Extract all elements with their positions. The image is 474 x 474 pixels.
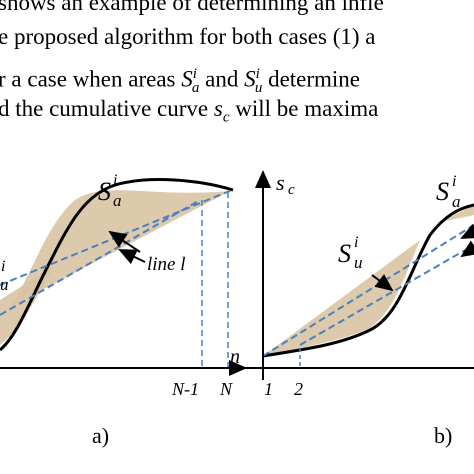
paper-text-line-2: e proposed algorithm for both cases (1) … bbox=[0, 24, 376, 49]
label-Su-b-sup: i bbox=[354, 234, 358, 251]
label-Su-b: S bbox=[338, 239, 351, 268]
tick-label-N: N bbox=[219, 379, 233, 399]
label-Sa-b-sub: a bbox=[452, 192, 461, 211]
label-Su-b-sub: u bbox=[354, 253, 363, 272]
caption-b: b) bbox=[434, 423, 452, 448]
dashed-line-l-lower bbox=[0, 199, 201, 316]
label-Su-a-sub: u bbox=[0, 275, 9, 294]
arrow-Su-b bbox=[371, 274, 394, 292]
area-fill-a bbox=[0, 190, 230, 315]
caption-a: a) bbox=[92, 423, 109, 448]
label-Sa-b: S bbox=[436, 177, 449, 206]
curve-b bbox=[262, 203, 474, 358]
axis-label-sc: s bbox=[276, 170, 285, 195]
label-Sa-a: S bbox=[98, 177, 111, 206]
paper-text-line-4: d the cumulative curve sc will be maxima bbox=[0, 96, 379, 126]
paper-text-line-1: shows an example of determining an infle bbox=[0, 0, 384, 15]
paper-text-line-3: r a case when areas Sia and Siu determin… bbox=[0, 66, 361, 97]
label-Su-a-sup: i bbox=[1, 258, 5, 275]
label-Sa-a-sup: i bbox=[113, 172, 117, 189]
arrow-line-l-2 bbox=[118, 249, 146, 265]
dashed-line-b-1 bbox=[262, 224, 474, 357]
figure-a: S i a i u line l n N-1 N a) bbox=[0, 172, 247, 448]
arrow-right-2 bbox=[460, 240, 474, 258]
label-line-l: line l bbox=[147, 254, 186, 275]
tick-label-1: 1 bbox=[264, 379, 273, 399]
tick-label-N1: N-1 bbox=[171, 379, 199, 399]
tick-label-2: 2 bbox=[294, 379, 303, 399]
label-Sa-b-sup: i bbox=[452, 173, 456, 190]
arrow-right-1 bbox=[460, 223, 474, 239]
figure-b: s c S i u S i a 1 2 b) bbox=[245, 170, 474, 448]
curve-a bbox=[0, 178, 234, 352]
axis-label-sc-sub: c bbox=[288, 182, 295, 198]
dashed-line-b-2 bbox=[299, 244, 474, 346]
arrow-line-l-1 bbox=[108, 230, 141, 253]
axis-label-n: n bbox=[230, 346, 240, 368]
label-Sa-a-sub: a bbox=[113, 191, 122, 210]
area-fill-b bbox=[263, 240, 420, 356]
